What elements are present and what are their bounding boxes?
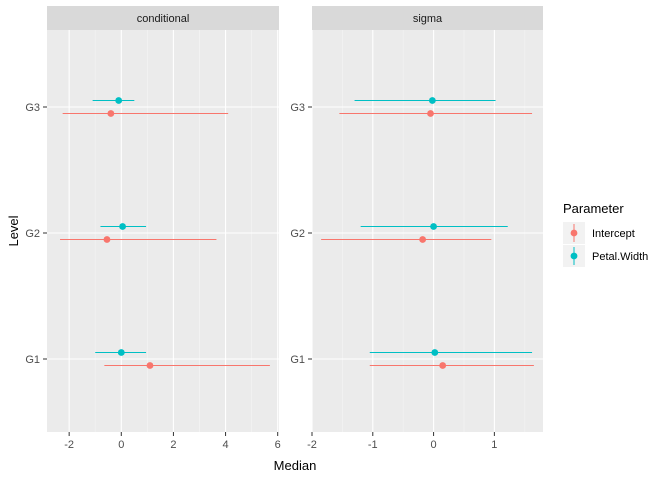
x-tick-label: 6 (275, 439, 281, 451)
legend-key-point (570, 229, 578, 237)
legend-title: Parameter (563, 201, 624, 216)
y-tick-label: G1 (25, 354, 40, 366)
point-petal-width (428, 97, 436, 104)
x-tick-label: -1 (368, 439, 378, 451)
point-intercept (439, 362, 447, 369)
point-intercept (427, 110, 434, 117)
facet-panel-sigma: sigma -2 -1 0 1 G1 G2 G3 (290, 6, 543, 451)
y-tick-label: G3 (25, 102, 40, 114)
x-axis-title: Median (274, 458, 317, 473)
legend-entry-label: Intercept (592, 228, 635, 240)
point-petal-width (115, 97, 123, 104)
point-petal-width (430, 223, 437, 230)
x-tick-label: 1 (491, 439, 497, 451)
x-tick-label: -2 (64, 439, 74, 451)
point-intercept (103, 236, 111, 243)
y-tick-label: G2 (290, 228, 305, 240)
x-tick-label: 0 (118, 439, 124, 451)
facet-strip (47, 6, 279, 30)
y-tick-label: G1 (290, 354, 305, 366)
legend-entry-label: Petal.Width (592, 251, 648, 263)
point-intercept (146, 362, 154, 369)
point-petal-width (431, 349, 439, 356)
point-petal-width (117, 349, 125, 356)
x-tick-label: 4 (222, 439, 228, 451)
y-tick-label: G3 (290, 102, 305, 114)
facet-strip-label: conditional (137, 13, 190, 25)
panel-background (312, 30, 543, 432)
facet-panel-conditional: conditional -2 0 2 4 6 G1 G2 G3 (25, 6, 281, 451)
x-tick-label: 2 (170, 439, 176, 451)
panel-background (47, 30, 279, 432)
y-axis-title: Level (6, 215, 21, 246)
facet-strip (312, 6, 543, 30)
point-petal-width (119, 223, 126, 230)
point-intercept (107, 110, 115, 117)
y-tick-label: G2 (25, 228, 40, 240)
facet-strip-label: sigma (413, 13, 443, 25)
legend-key-point (570, 252, 578, 260)
x-tick-label: -2 (307, 439, 317, 451)
legend: Parameter Intercept Petal.Width (563, 201, 648, 267)
point-intercept (419, 236, 427, 243)
x-tick-label: 0 (431, 439, 437, 451)
